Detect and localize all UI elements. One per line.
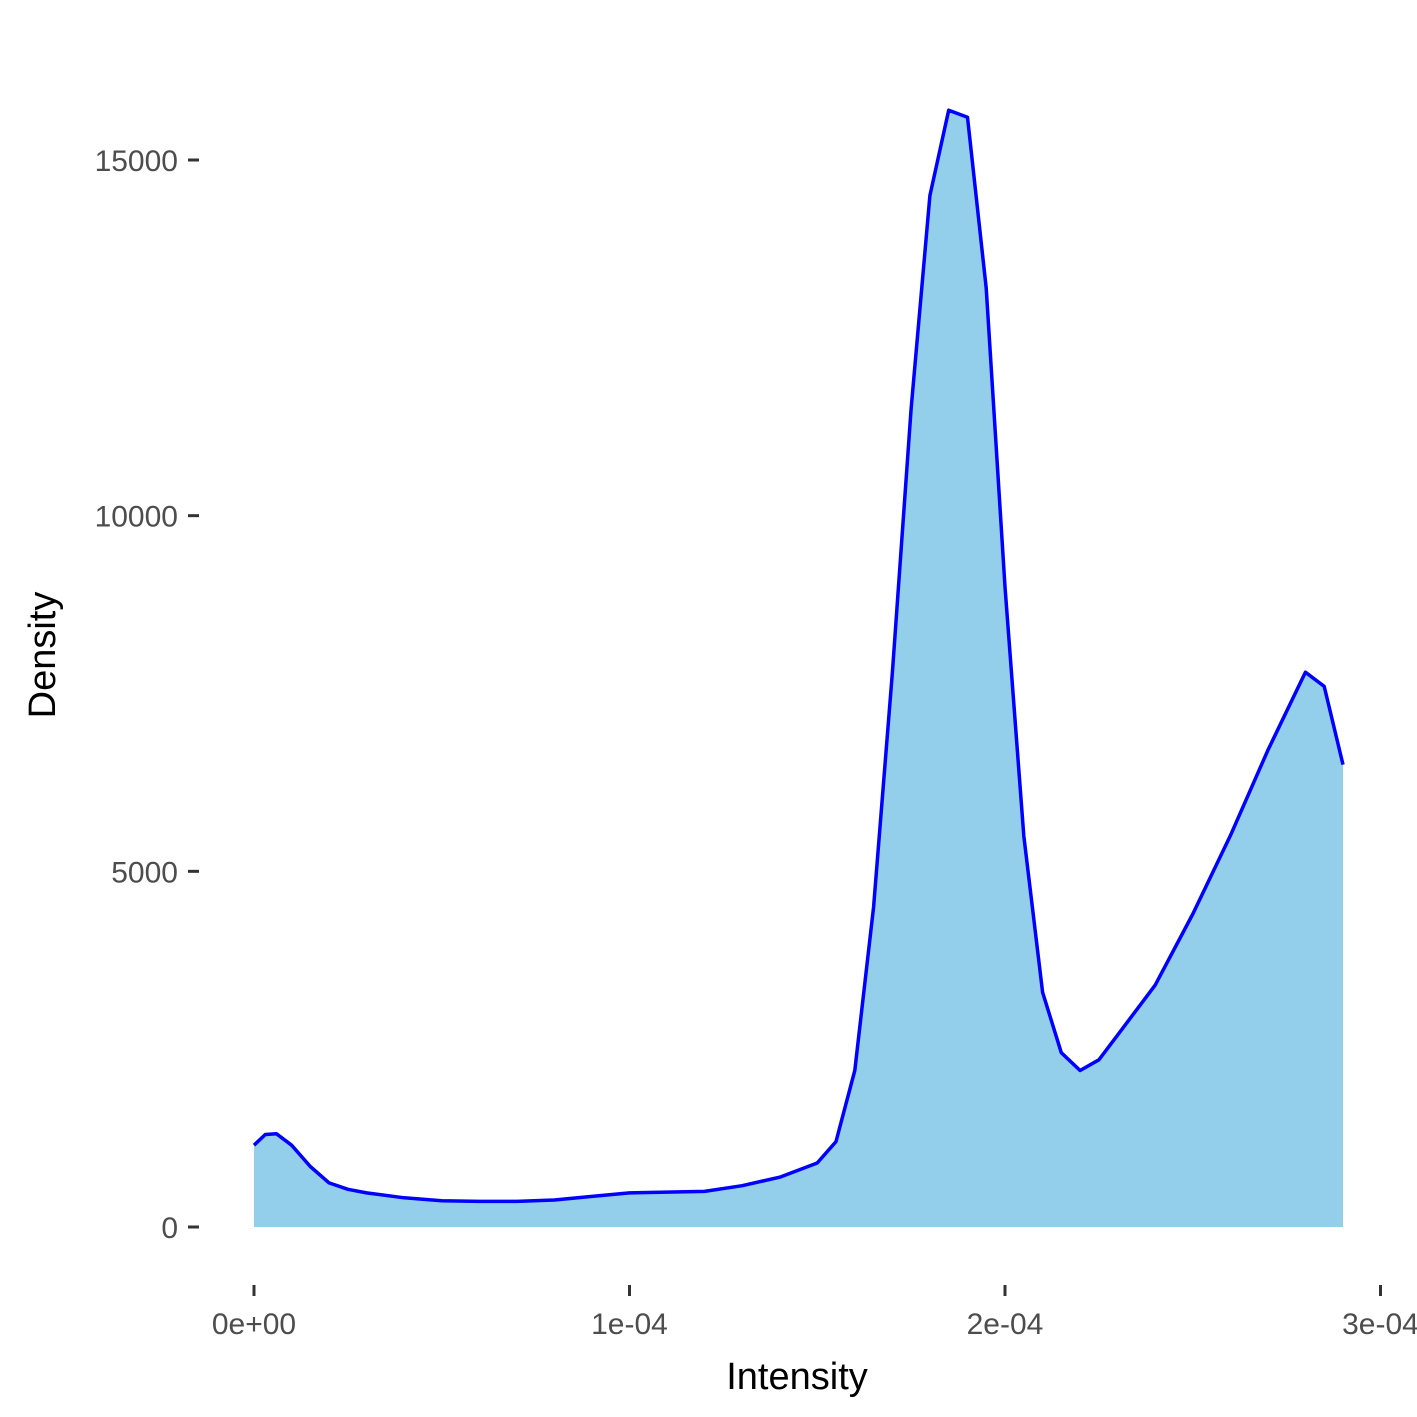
y-tick-label: 15000 [95, 145, 178, 178]
density-line [252, 108, 1345, 1204]
y-axis-title: Density [22, 592, 64, 719]
y-tick-label: 5000 [111, 856, 178, 889]
x-axis: 0e+00 1e-04 2e-04 3e-04 [212, 1285, 1417, 1341]
y-axis: 0 5000 10000 15000 [95, 145, 199, 1245]
x-tick-label: 1e-04 [591, 1308, 668, 1341]
x-axis-title: Intensity [726, 1356, 868, 1398]
x-tick-label: 0e+00 [212, 1308, 296, 1341]
density-area [254, 110, 1343, 1228]
x-tick-label: 3e-04 [1342, 1308, 1417, 1341]
y-tick-label: 10000 [95, 501, 178, 534]
plot-area [252, 108, 1345, 1228]
y-tick-label: 0 [161, 1212, 178, 1245]
x-tick-label: 2e-04 [967, 1308, 1044, 1341]
